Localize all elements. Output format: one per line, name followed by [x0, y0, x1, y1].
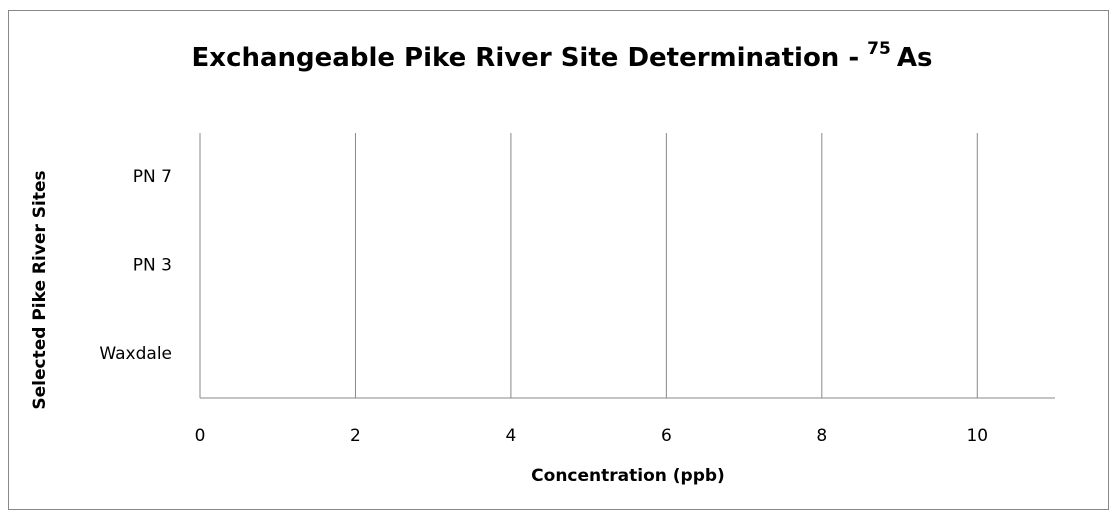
x-tick-label: 0	[195, 426, 206, 446]
title-superscript: 75	[867, 39, 891, 59]
x-tick-label: 2	[350, 426, 361, 446]
x-tick-label: 4	[505, 426, 516, 446]
y-tick-label: Waxdale	[99, 344, 172, 364]
x-tick-label: 6	[661, 426, 672, 446]
title-main: Exchangeable Pike River Site Determinati…	[192, 43, 860, 73]
x-tick-label: 8	[816, 426, 827, 446]
y-tick-label: PN 7	[133, 167, 172, 187]
chart-title: Exchangeable Pike River Site Determinati…	[192, 39, 933, 73]
y-tick-label: PN 3	[133, 256, 172, 276]
chart-border	[8, 10, 1109, 510]
x-tick-label: 10	[966, 426, 988, 446]
title-end: As	[897, 43, 933, 73]
x-axis-title: Concentration (ppb)	[531, 466, 725, 486]
y-axis-title: Selected Pike River Sites	[30, 170, 50, 409]
